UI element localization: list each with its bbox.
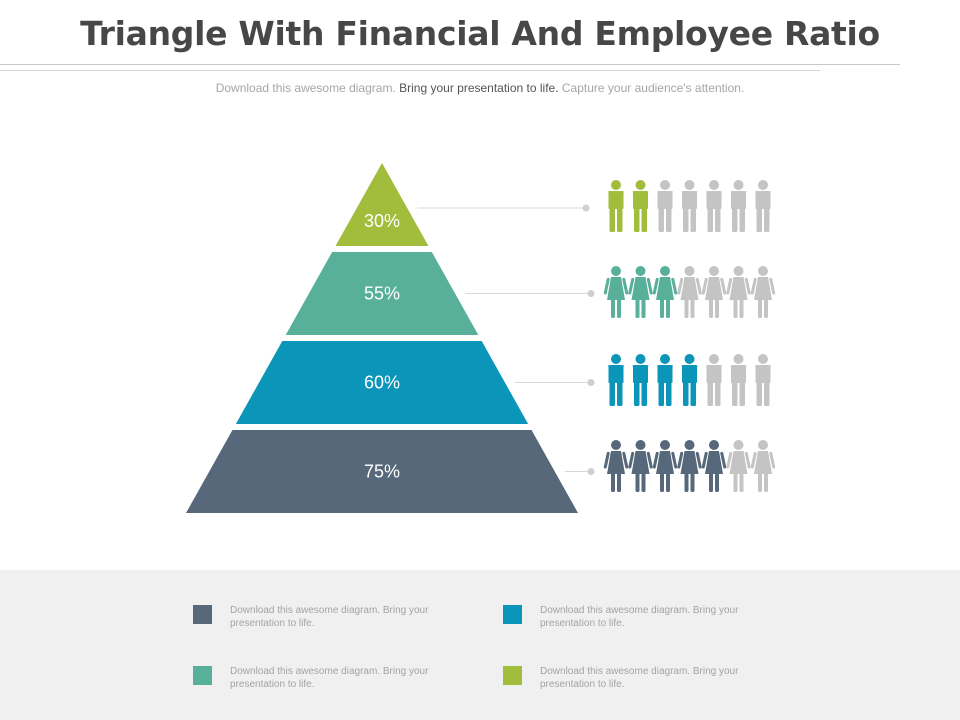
person-icon <box>630 354 651 406</box>
legend-text: Download this awesome diagram. Bring you… <box>540 605 739 629</box>
legend-text: Download this awesome diagram. Bring you… <box>230 666 429 690</box>
person-icon <box>728 180 749 232</box>
employee-row <box>603 440 776 492</box>
person-icon <box>652 266 678 318</box>
connector-dot <box>587 290 595 297</box>
employee-row <box>606 180 773 232</box>
person-icon <box>753 354 773 406</box>
legend-swatch <box>503 666 522 685</box>
pyramid-level <box>335 163 429 246</box>
page-title: Triangle With Financial And Employee Rat… <box>80 14 880 53</box>
person-icon <box>750 266 776 318</box>
title-divider <box>0 64 900 65</box>
title-divider-secondary <box>0 70 820 71</box>
person-icon <box>750 440 776 492</box>
person-icon <box>701 440 727 492</box>
person-icon <box>630 180 651 232</box>
person-icon <box>606 354 626 406</box>
connector-dot <box>587 379 595 386</box>
pyramid-level <box>186 430 578 513</box>
person-icon <box>726 266 751 318</box>
subtitle-mid: Bring your presentation to life. <box>399 81 559 95</box>
person-icon <box>655 180 675 232</box>
person-icon <box>628 440 653 492</box>
person-icon <box>701 266 727 318</box>
connector-dot <box>582 204 590 212</box>
subtitle-left: Download this awesome diagram. <box>215 81 396 95</box>
legend-text: Download this awesome diagram. Bring you… <box>230 605 429 629</box>
legend-text: Download this awesome diagram. Bring you… <box>540 666 739 690</box>
legend-swatch <box>193 605 212 624</box>
person-icon <box>652 440 678 492</box>
pyramid-level <box>285 252 479 335</box>
subtitle-right: Capture your audience's attention. <box>561 81 745 95</box>
level-percent-label: 30% <box>364 211 400 231</box>
person-icon <box>726 440 751 492</box>
legend-panel: Download this awesome diagram. Bring you… <box>0 570 960 720</box>
person-icon <box>704 180 724 232</box>
legend-swatch <box>503 605 522 624</box>
level-percent-label: 55% <box>364 284 400 304</box>
person-icon <box>753 180 773 232</box>
employee-row <box>603 266 776 318</box>
pyramid-level <box>235 341 529 424</box>
subtitle: Download this awesome diagram. Bring you… <box>0 81 960 95</box>
employee-row <box>606 354 773 406</box>
person-icon <box>677 266 702 318</box>
person-icon <box>628 266 653 318</box>
level-percent-label: 60% <box>364 373 400 393</box>
person-icon <box>677 440 702 492</box>
connector-dot <box>587 468 595 475</box>
person-icon <box>606 180 626 232</box>
legend-swatch <box>193 666 212 685</box>
pyramid-diagram: 30% 55% 60% 75% <box>186 163 776 513</box>
person-icon <box>603 266 629 318</box>
person-icon <box>679 354 700 406</box>
person-icon <box>603 440 629 492</box>
person-icon <box>679 180 700 232</box>
person-icon <box>655 354 675 406</box>
level-percent-label: 75% <box>364 462 400 482</box>
person-icon <box>704 354 724 406</box>
person-icon <box>728 354 749 406</box>
